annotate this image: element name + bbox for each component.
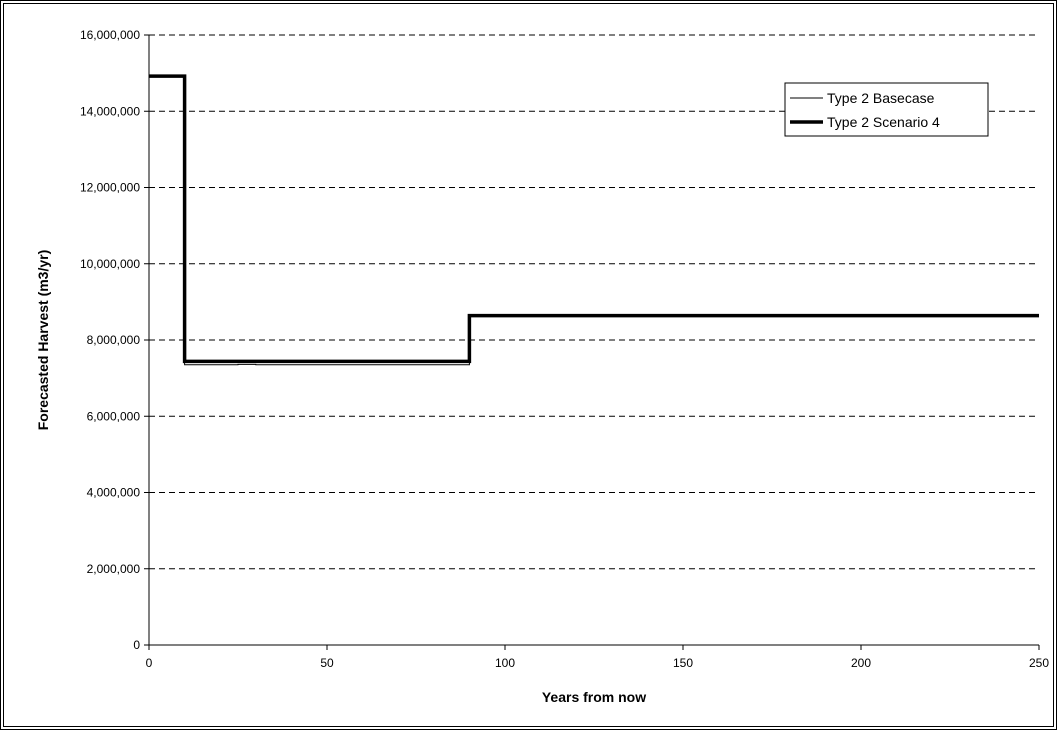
y-tick-label: 0 bbox=[133, 638, 140, 652]
series-lines bbox=[149, 74, 1039, 366]
x-tick-label: 50 bbox=[320, 656, 334, 670]
y-tick-label: 12,000,000 bbox=[80, 181, 140, 195]
y-tick-label: 2,000,000 bbox=[87, 562, 141, 576]
y-tick-label: 8,000,000 bbox=[87, 333, 141, 347]
y-tick-label: 14,000,000 bbox=[80, 104, 140, 118]
y-tick-label: 16,000,000 bbox=[80, 28, 140, 42]
legend-label-basecase: Type 2 Basecase bbox=[827, 90, 935, 106]
legend-box bbox=[784, 82, 989, 137]
tick-labels: 0 2,000,000 4,000,000 6,000,000 8,000,000 10,… bbox=[80, 28, 1049, 670]
series-scenario4-line bbox=[149, 74, 1039, 364]
y-axis-title: Forecasted Harvest (m3/yr) bbox=[35, 250, 51, 431]
x-tick-label: 0 bbox=[146, 656, 153, 670]
legend: Type 2 Basecase Type 2 Scenario 4 bbox=[784, 82, 989, 137]
y-tick-label: 6,000,000 bbox=[87, 409, 141, 423]
y-tick-label: 4,000,000 bbox=[87, 486, 141, 500]
x-tick-label: 150 bbox=[673, 656, 693, 670]
y-tick-label: 10,000,000 bbox=[80, 257, 140, 271]
x-tick-label: 100 bbox=[495, 656, 515, 670]
legend-label-scenario4: Type 2 Scenario 4 bbox=[827, 114, 940, 130]
x-axis-title: Years from now bbox=[542, 689, 646, 705]
x-tick-label: 250 bbox=[1029, 656, 1049, 670]
axes bbox=[144, 34, 1040, 650]
x-tick-label: 200 bbox=[851, 656, 871, 670]
